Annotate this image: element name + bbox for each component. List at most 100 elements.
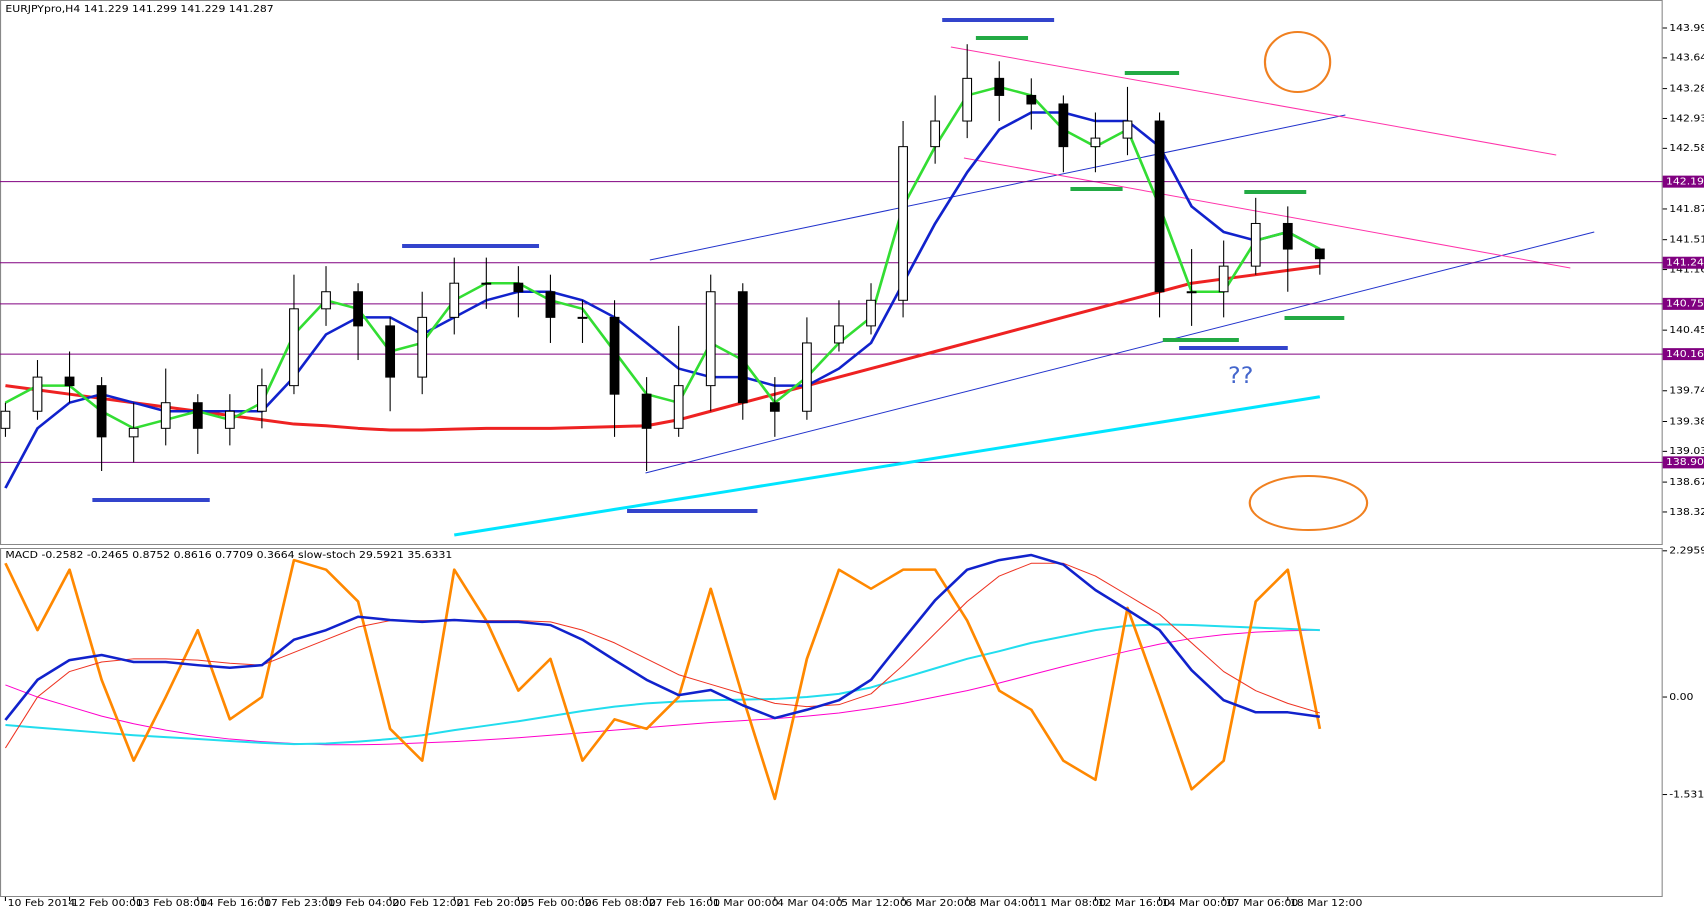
level-label: 140.169	[1666, 348, 1704, 359]
y-tick-label: 141.160	[1669, 264, 1704, 275]
indicator-line	[5, 623, 1320, 746]
x-tick-label: 8 Mar 04:00	[969, 897, 1035, 908]
indicator-line	[4, 111, 1321, 489]
indicator-line	[5, 629, 1320, 746]
x-tick-label: 20 Feb 12:00	[392, 897, 463, 908]
y-tick-label: 140.450	[1669, 324, 1704, 335]
indicator-panel-frame	[0, 548, 1663, 897]
candle-body	[737, 291, 748, 404]
indicator-line	[4, 562, 1321, 749]
candle-body	[449, 282, 460, 318]
indicator-line	[4, 553, 1321, 721]
candle-body	[417, 316, 428, 378]
candle-body	[353, 291, 363, 327]
x-tick-label: 12 Mar 16:00	[1098, 897, 1171, 908]
candle-body	[1186, 291, 1197, 294]
y-tick-label: 143.280	[1669, 83, 1704, 94]
level-label: 141.240	[1666, 257, 1704, 268]
candle-body	[1122, 120, 1133, 139]
channel-line	[950, 46, 1557, 156]
x-tick-label: 17 Feb 23:00	[264, 897, 335, 908]
indicator-line	[4, 85, 1321, 430]
x-tick-label: 1 Mar 00:00	[713, 897, 779, 908]
y-tick-label: 139.740	[1669, 385, 1704, 396]
level-label: 140.758	[1666, 298, 1704, 309]
candle-body	[1250, 222, 1261, 267]
x-tick-label: 14 Mar 00:00	[1162, 897, 1235, 908]
candle-body	[577, 316, 588, 319]
x-tick-label: 4 Mar 04:00	[777, 897, 843, 908]
main-panel-frame	[0, 0, 1663, 545]
candle-body	[994, 77, 1005, 96]
candle-body	[705, 291, 716, 387]
y-tick-label: 0.00	[1669, 691, 1693, 702]
x-tick-label: 19 Feb 04:00	[328, 897, 399, 908]
candle-body	[96, 385, 107, 438]
y-tick-label: -1.5313	[1669, 789, 1704, 800]
candle-body	[1314, 248, 1325, 260]
y-tick-label: 142.580	[1669, 143, 1704, 154]
candle-body	[0, 410, 11, 429]
candle-body	[224, 410, 235, 429]
candle-body	[866, 299, 876, 327]
candle-body	[192, 402, 203, 429]
x-tick-label: 13 Feb 08:00	[136, 897, 207, 908]
y-tick-label: 139.030	[1669, 446, 1704, 457]
candle-body	[930, 120, 941, 148]
y-tick-label: 142.930	[1669, 113, 1704, 124]
level-label-box	[1662, 348, 1704, 361]
indicator-line	[5, 264, 1321, 432]
y-tick-label: 141.510	[1669, 234, 1704, 245]
level-label-box	[1662, 175, 1704, 188]
y-tick-label: 143.640	[1669, 52, 1704, 63]
candle-body	[1218, 265, 1229, 293]
candle-body	[609, 316, 620, 395]
x-tick-label: 26 Feb 08:00	[585, 897, 656, 908]
candle-body	[481, 282, 492, 285]
level-label-box	[1662, 297, 1704, 310]
x-tick-label: 25 Feb 00:00	[521, 897, 592, 908]
chart-title: EURJPYpro,H4 141.229 141.299 141.229 141…	[5, 3, 273, 14]
candle-body	[1282, 222, 1293, 250]
candle-body	[1058, 103, 1069, 148]
trend-line	[649, 114, 1346, 261]
y-tick-label: 138.670	[1669, 476, 1704, 487]
candle-body	[160, 402, 171, 429]
indicator-title: MACD -0.2582 -0.2465 0.8752 0.8616 0.770…	[5, 549, 452, 560]
candle-body	[769, 402, 780, 412]
highlight-circle	[1248, 475, 1369, 531]
annotations-layer	[92, 18, 1595, 531]
x-tick-label: 5 Mar 12:00	[841, 897, 907, 908]
candle-body	[834, 325, 844, 344]
candle-body	[513, 282, 524, 293]
candle-body	[898, 146, 908, 301]
channel-line	[963, 157, 1571, 269]
candle-body	[545, 291, 556, 318]
candle-body	[673, 385, 684, 429]
x-tick-label: 18 Mar 12:00	[1290, 897, 1363, 908]
x-tick-label: 17 Mar 06:00	[1226, 897, 1299, 908]
x-tick-label: 12 Feb 00:00	[72, 897, 143, 908]
indicator-line	[4, 558, 1322, 801]
x-tick-label: 11 Mar 08:00	[1033, 897, 1106, 908]
candle-body	[1154, 120, 1165, 293]
candle-body	[1090, 137, 1101, 148]
candle-body	[128, 427, 139, 438]
indicator-line	[453, 395, 1321, 537]
y-tick-label: 139.380	[1669, 416, 1704, 427]
candle-body	[802, 342, 812, 412]
level-label-box	[1662, 256, 1704, 269]
candle-body	[1026, 94, 1037, 105]
candle-body	[321, 291, 331, 310]
candle-body	[32, 376, 43, 412]
level-label-box	[1662, 456, 1704, 469]
x-tick-label: 14 Feb 16:00	[200, 897, 271, 908]
candle-body	[289, 308, 299, 387]
candle-body	[641, 393, 652, 429]
x-tick-label: 6 Mar 20:00	[905, 897, 971, 908]
candle-body	[64, 376, 75, 387]
candle-body	[385, 325, 396, 378]
x-tick-label: 21 Feb 20:00	[456, 897, 527, 908]
